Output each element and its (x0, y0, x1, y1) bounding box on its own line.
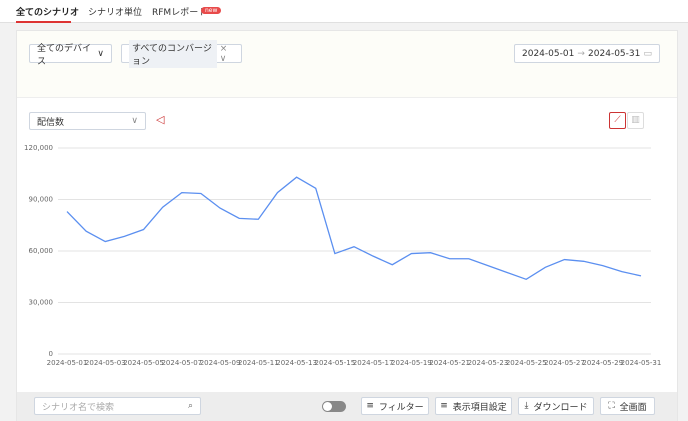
y-tick-label: 30,000 (29, 299, 54, 307)
x-tick-label: 2024-05-03 (85, 359, 126, 367)
x-tick-label: 2024-05-23 (468, 359, 509, 367)
placeholder: シナリオ名で検索 (42, 402, 115, 413)
tab-bar (0, 0, 688, 23)
x-tick-label: 2024-05-01 (47, 359, 88, 367)
x-tick-label: 2024-05-25 (506, 359, 547, 367)
fullscreen-button[interactable]: ⛶ 全画面 (600, 397, 655, 415)
label: すべてのコンバージョン (129, 39, 217, 68)
conversion-select[interactable]: すべてのコンバージョン × ∨ (121, 39, 242, 68)
metric-select[interactable]: 配信数 ∨ (29, 112, 146, 130)
label: 全てのデバイス (37, 43, 92, 67)
megaphone-icon[interactable]: ◁ (156, 113, 165, 126)
y-tick-label: 60,000 (29, 247, 54, 255)
tab[interactable]: RFMレポート (152, 8, 208, 18)
date: 2024-05-01 (522, 48, 575, 59)
device-select[interactable]: 全てのデバイス ∨ (29, 44, 112, 67)
x-tick-label: 2024-05-05 (123, 359, 164, 367)
bar-chart-toggle[interactable]: ▥ (627, 112, 644, 129)
tab[interactable]: シナリオ単位 (88, 8, 143, 18)
label: 全画面 (619, 402, 647, 413)
tab[interactable]: 全てのシナリオ (16, 8, 80, 18)
line (66, 176, 642, 281)
x-tick-label: 2024-05-11 (238, 359, 279, 367)
x-tick-label: 2024-05-29 (582, 359, 623, 367)
x-tick-label: 2024-05-27 (544, 359, 585, 367)
x-tick-label: 2024-05-19 (391, 359, 432, 367)
y-tick-label: 120,000 (24, 144, 53, 152)
x-tick-label: 2024-05-15 (315, 359, 356, 367)
label: フィルター (378, 402, 424, 413)
y-tick-label: 0 (49, 350, 53, 358)
x-tick-label: 2024-05-07 (161, 359, 202, 367)
label: ダウンロード (533, 402, 588, 413)
x-tick-label: 2024-05-21 (429, 359, 470, 367)
download-button[interactable]: ⤓ ダウンロード (518, 397, 594, 415)
date-range[interactable]: 2024-05-01 → 2024-05-31 ▭ (514, 44, 660, 63)
new-badge: new (201, 7, 222, 14)
label: 配信数 (37, 117, 65, 128)
x-tick-label: 2024-05-17 (353, 359, 394, 367)
columns-button[interactable]: ≡ 表示項目設定 (435, 397, 512, 415)
x-tick-label: 2024-05-09 (200, 359, 241, 367)
tab-underline (16, 21, 71, 23)
filter-button[interactable]: ≡ フィルター (361, 397, 429, 415)
search-box[interactable]: シナリオ名で検索 ⌕ (34, 397, 201, 415)
toggle[interactable] (322, 401, 346, 412)
filter-area (17, 31, 677, 98)
date: 2024-05-31 (588, 48, 641, 59)
label: 表示項目設定 (452, 402, 507, 413)
line-chart-toggle[interactable]: ⟋ (609, 112, 626, 129)
x-tick-label: 2024-05-31 (621, 359, 662, 367)
y-tick-label: 90,000 (29, 196, 54, 204)
x-tick-label: 2024-05-13 (276, 359, 317, 367)
